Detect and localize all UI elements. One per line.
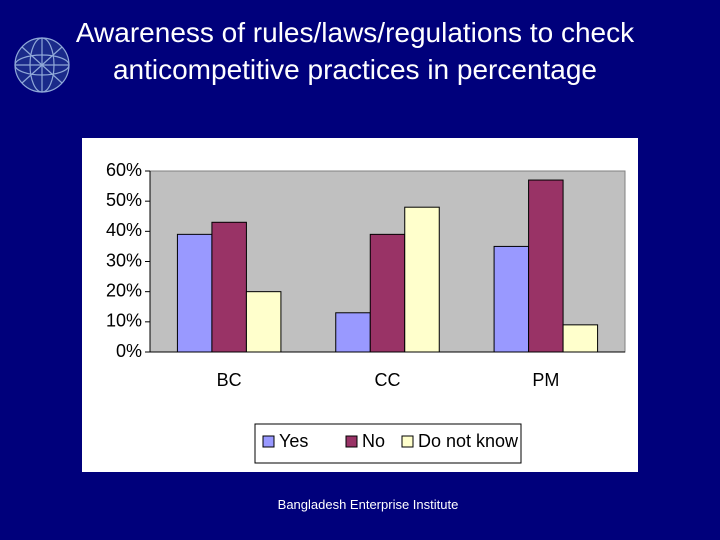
x-tick-label: CC bbox=[375, 370, 401, 390]
legend-box bbox=[254, 423, 522, 464]
y-tick-label: 10% bbox=[106, 311, 142, 331]
chart-title: Awareness of rules/laws/regulations to c… bbox=[75, 17, 635, 85]
bar bbox=[369, 233, 406, 353]
y-tick-label: 60% bbox=[106, 160, 142, 180]
y-tick-label: 50% bbox=[106, 190, 142, 210]
bar bbox=[176, 233, 213, 353]
bar bbox=[245, 291, 282, 353]
y-tick-label: 20% bbox=[106, 280, 142, 300]
globe-icon bbox=[14, 37, 70, 93]
bar bbox=[211, 221, 247, 353]
y-tick-label: 0% bbox=[116, 341, 142, 361]
y-tick-label: 30% bbox=[106, 250, 142, 270]
legend-swatch bbox=[262, 435, 275, 448]
bar bbox=[404, 206, 440, 353]
bar bbox=[493, 245, 530, 353]
footer: Bangladesh Enterprise Institute bbox=[277, 497, 459, 512]
bar bbox=[528, 179, 564, 353]
legend-swatch bbox=[401, 435, 414, 448]
legend-label: No bbox=[362, 431, 385, 451]
y-tick-label: 40% bbox=[106, 220, 142, 240]
bar bbox=[562, 324, 599, 353]
legend-swatch bbox=[345, 435, 358, 448]
bar bbox=[335, 312, 371, 353]
x-tick-label: BC bbox=[217, 370, 242, 390]
legend-label: Yes bbox=[279, 431, 308, 451]
legend-label: Do not know bbox=[418, 431, 519, 451]
x-tick-label: PM bbox=[532, 370, 559, 390]
